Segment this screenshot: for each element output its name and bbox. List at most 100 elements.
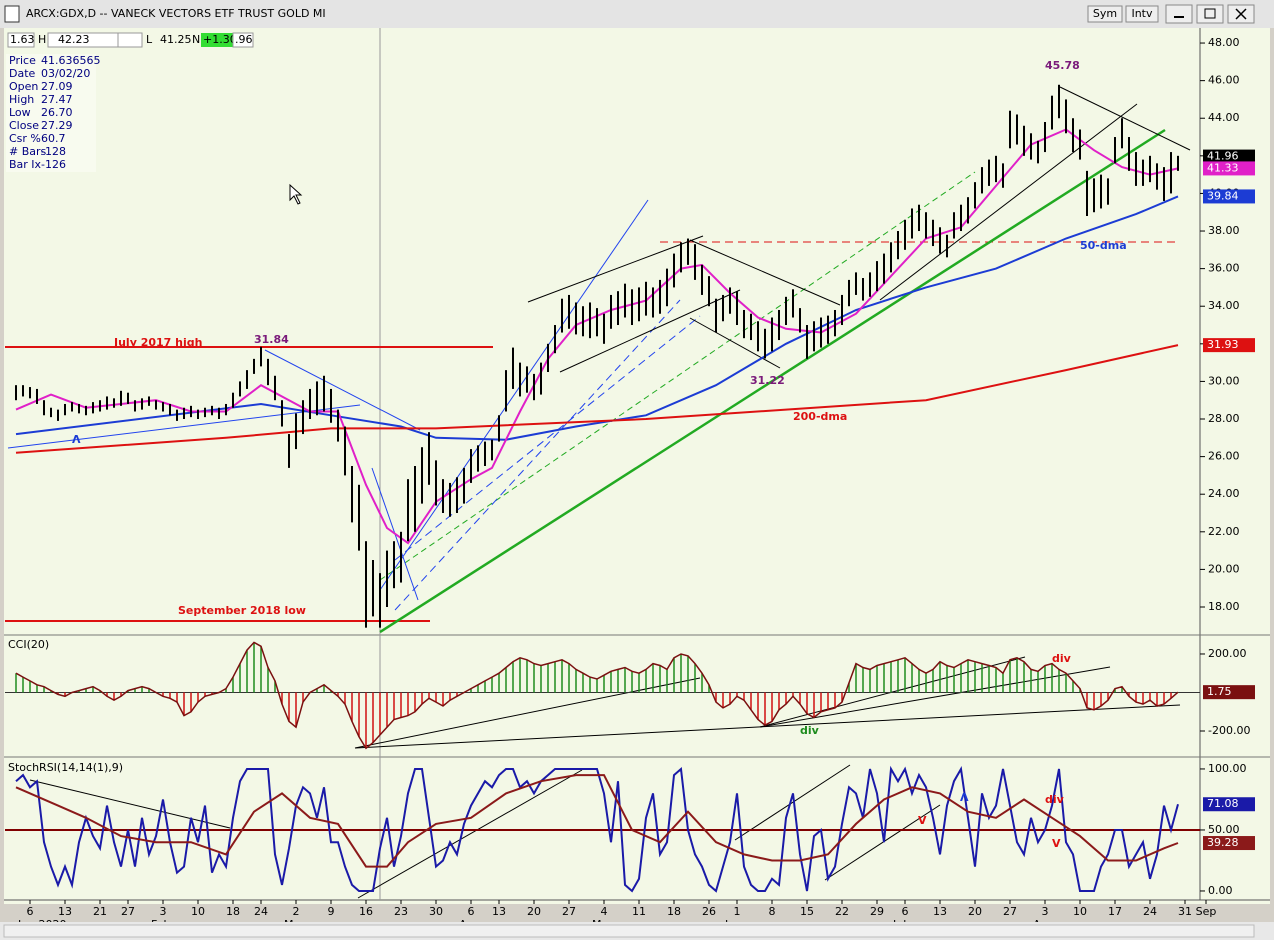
value-tag xyxy=(1203,836,1255,851)
trendline xyxy=(379,199,649,591)
trendline xyxy=(394,315,701,561)
app-icon xyxy=(4,5,20,23)
info-box xyxy=(7,32,35,48)
y-tick-label: 22.00 xyxy=(1208,525,1240,538)
close-icon xyxy=(1235,8,1247,20)
title-bar xyxy=(0,0,1274,28)
trendline xyxy=(7,404,361,449)
price-label: 31.22 xyxy=(750,374,785,387)
info-label: H xyxy=(38,33,46,46)
annotation: 50-dma xyxy=(1080,239,1127,252)
x-tick-label: 24 xyxy=(1143,905,1157,918)
trendline xyxy=(379,128,1166,634)
y-tick-label: 36.00 xyxy=(1208,262,1240,275)
y-tick-label: -200.00 xyxy=(1208,724,1250,737)
x-tick-label: 29 xyxy=(870,905,884,918)
moving-average xyxy=(15,128,1179,545)
y-tick-label: 18.00 xyxy=(1208,600,1240,613)
x-tick-label: 6 xyxy=(27,905,34,918)
y-tick-label: 26.00 xyxy=(1208,450,1240,463)
y-tick-label: 24.00 xyxy=(1208,487,1240,500)
data-window-label: Price xyxy=(9,54,36,67)
annotation: V xyxy=(918,814,927,827)
info-value: 41.25 xyxy=(160,33,192,46)
annotation: 200-dma xyxy=(793,410,847,423)
price-label: 45.78 xyxy=(1045,59,1080,72)
price-label: 31.84 xyxy=(254,333,289,346)
trendline xyxy=(354,677,701,749)
value-tag-label: 71.08 xyxy=(1207,797,1239,810)
trendline xyxy=(264,349,421,431)
data-window-value: 41.636565 xyxy=(41,54,101,67)
info-value: 1.63 xyxy=(10,33,35,46)
y-tick-label: 20.00 xyxy=(1208,562,1240,575)
intv-button[interactable] xyxy=(1125,5,1159,23)
x-tick-label: 22 xyxy=(835,905,849,918)
value-tag-label: 39.28 xyxy=(1207,836,1239,849)
data-window-value: 03/02/20 xyxy=(41,67,90,80)
restore-button[interactable] xyxy=(1196,4,1224,24)
info-row: 1.63 H 42.23 L 41.25 N +1.30 .96 xyxy=(7,32,254,48)
data-window xyxy=(6,54,96,172)
stoch-line xyxy=(15,765,1179,893)
minimize-button[interactable] xyxy=(1165,4,1193,24)
moving-average xyxy=(15,344,1179,454)
x-tick-label: 24 xyxy=(254,905,268,918)
data-window-label: Date xyxy=(9,67,36,80)
annotation: Λ xyxy=(960,791,969,804)
value-tag xyxy=(1203,189,1255,204)
data-window-label: Open xyxy=(9,80,38,93)
x-tick-label: 13 xyxy=(58,905,72,918)
annotation: September 2018 low xyxy=(178,604,306,617)
x-tick-label: 3 xyxy=(1042,905,1049,918)
x-tick-label: 23 xyxy=(394,905,408,918)
x-tick-label: 27 xyxy=(1003,905,1017,918)
x-tick-label: 4 xyxy=(601,905,608,918)
x-tick-label: 10 xyxy=(1073,905,1087,918)
trendlines xyxy=(5,86,1191,899)
panel-label: CCI(20) xyxy=(8,638,49,651)
trendline xyxy=(29,779,231,829)
trendline xyxy=(879,103,1138,301)
x-tick-label: 30 xyxy=(429,905,443,918)
trendline xyxy=(527,235,704,303)
intv-button-label[interactable]: Intv xyxy=(1131,7,1153,20)
value-tag xyxy=(1203,338,1255,353)
value-tag xyxy=(1203,797,1255,812)
data-window-value: 27.47 xyxy=(41,93,73,106)
x-tick-label: 20 xyxy=(527,905,541,918)
x-tick-label: 27 xyxy=(562,905,576,918)
info-value: 42.23 xyxy=(58,33,90,46)
x-tick-label: Sep xyxy=(1196,905,1217,918)
scrollbar-track[interactable] xyxy=(3,924,1255,938)
info-value: +1.30 xyxy=(203,33,237,46)
sym-button[interactable] xyxy=(1087,5,1123,23)
data-window-label: Csr % xyxy=(9,132,41,145)
y-tick-label: 50.00 xyxy=(1208,823,1240,836)
y-tick-label: 46.00 xyxy=(1208,74,1240,87)
restore-icon xyxy=(1204,8,1216,19)
x-tick-label: 26 xyxy=(702,905,716,918)
x-tick-label: 1 xyxy=(734,905,741,918)
info-box xyxy=(117,32,143,48)
info-value: .96 xyxy=(235,33,253,46)
trendline xyxy=(1059,86,1191,151)
data-window-value: 27.29 xyxy=(41,119,73,132)
value-tag-label: 41.33 xyxy=(1207,161,1239,174)
data-window-value: 27.09 xyxy=(41,80,73,93)
y-tick-label: 28.00 xyxy=(1208,412,1240,425)
mouse-cursor xyxy=(289,183,303,205)
x-tick-label: 18 xyxy=(226,905,240,918)
x-tick-label: 16 xyxy=(359,905,373,918)
x-tick-label: 13 xyxy=(933,905,947,918)
trendline xyxy=(394,299,681,611)
data-window-value: -126 xyxy=(41,158,66,171)
y-tick-label: 34.00 xyxy=(1208,299,1240,312)
y-tick-label: 30.00 xyxy=(1208,374,1240,387)
sym-button-label[interactable]: Sym xyxy=(1093,7,1117,20)
window-title: ARCX:GDX,D -- VANECK VECTORS ETF TRUST G… xyxy=(26,7,326,20)
value-tag-label: 1.75 xyxy=(1207,685,1232,698)
